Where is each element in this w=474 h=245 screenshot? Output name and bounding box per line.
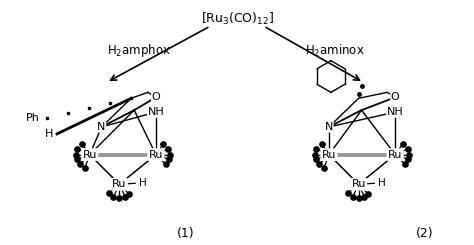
Text: O: O xyxy=(391,92,400,102)
Text: (1): (1) xyxy=(177,227,194,240)
Text: H$_2$aminox: H$_2$aminox xyxy=(305,43,365,59)
Text: Ru: Ru xyxy=(388,150,402,160)
Text: Ru: Ru xyxy=(112,179,127,189)
Text: Ru: Ru xyxy=(149,150,163,160)
Text: H: H xyxy=(45,129,53,139)
Text: [Ru$_3$(CO)$_{12}$]: [Ru$_3$(CO)$_{12}$] xyxy=(201,11,273,27)
Text: NH: NH xyxy=(387,107,403,117)
Text: Ru: Ru xyxy=(82,150,97,160)
Text: H: H xyxy=(139,178,147,188)
Text: Ph: Ph xyxy=(26,113,39,123)
Text: N: N xyxy=(325,122,333,132)
Text: Ru: Ru xyxy=(351,179,366,189)
Text: H: H xyxy=(378,178,386,188)
Text: H$_2$amphox: H$_2$amphox xyxy=(107,42,171,59)
Text: O: O xyxy=(152,92,160,102)
Text: N: N xyxy=(97,122,106,132)
Text: (2): (2) xyxy=(416,227,434,240)
Text: Ru: Ru xyxy=(322,150,336,160)
Text: NH: NH xyxy=(147,107,164,117)
